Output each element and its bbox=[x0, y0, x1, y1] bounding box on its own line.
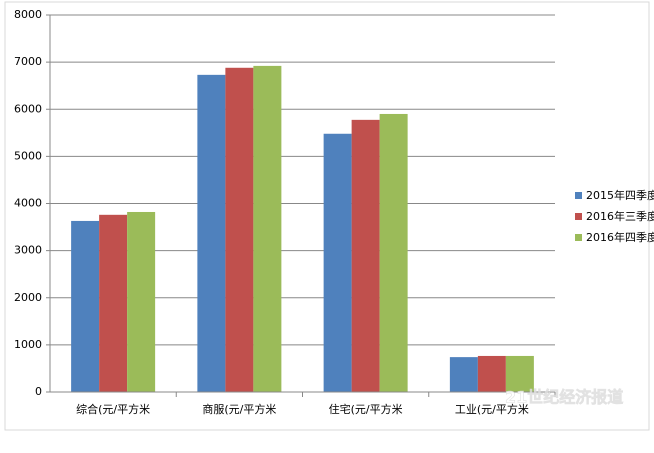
legend-swatch bbox=[575, 234, 582, 241]
bar bbox=[379, 113, 408, 393]
x-tick-label: 综合(元/平方米 bbox=[76, 402, 150, 416]
bar bbox=[127, 211, 156, 392]
legend-swatch bbox=[575, 213, 582, 220]
bar bbox=[99, 214, 128, 392]
bar bbox=[253, 65, 282, 393]
x-tick-label: 工业(元/平方米 bbox=[455, 402, 529, 416]
legend-label: 2016年四季度 bbox=[586, 230, 654, 244]
legend-label: 2015年四季度 bbox=[586, 188, 654, 202]
legend-label: 2016年三季度 bbox=[586, 209, 654, 223]
bar bbox=[477, 355, 506, 392]
legend-swatch bbox=[575, 192, 582, 199]
y-tick-label: 7000 bbox=[14, 55, 42, 68]
x-tick-label: 住宅(元/平方米 bbox=[329, 402, 403, 416]
bar bbox=[225, 67, 254, 392]
y-tick-label: 8000 bbox=[14, 8, 42, 21]
y-tick-label: 0 bbox=[35, 385, 42, 398]
x-tick-label: 商服(元/平方米 bbox=[202, 402, 276, 416]
y-tick-label: 1000 bbox=[14, 338, 42, 351]
y-tick-label: 6000 bbox=[14, 102, 42, 115]
bar bbox=[323, 133, 352, 392]
y-tick-label: 2000 bbox=[14, 291, 42, 304]
bar bbox=[505, 355, 534, 392]
bar bbox=[351, 119, 380, 393]
y-tick-label: 5000 bbox=[14, 149, 42, 162]
bar bbox=[449, 357, 478, 392]
watermark: 21世纪经济报道 bbox=[505, 388, 623, 407]
bar bbox=[197, 74, 226, 392]
y-tick-label: 3000 bbox=[14, 244, 42, 257]
y-tick-label: 4000 bbox=[14, 197, 42, 210]
bar bbox=[71, 220, 100, 392]
